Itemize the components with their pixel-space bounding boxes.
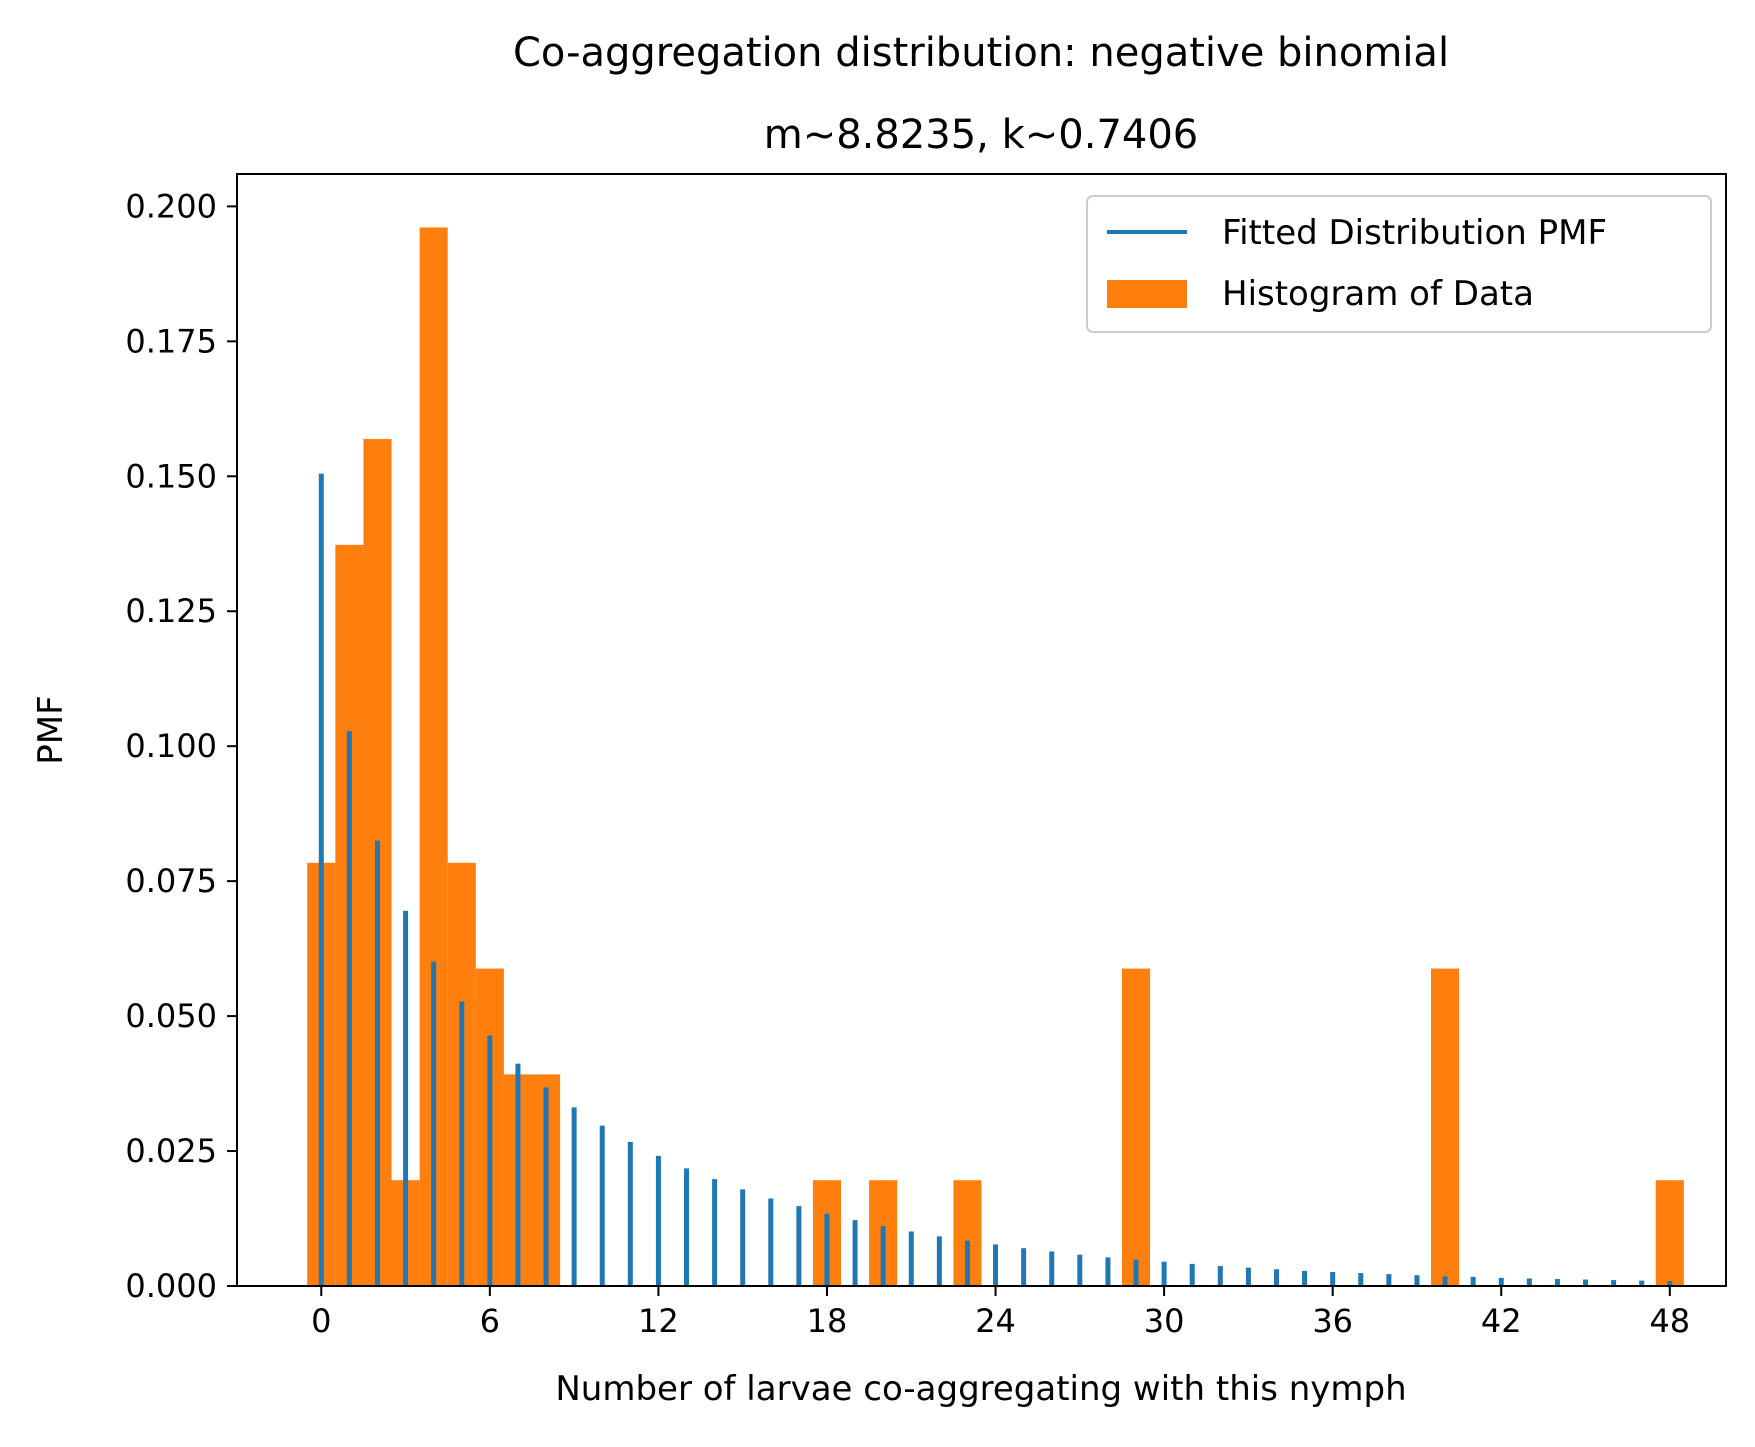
plot-frame xyxy=(236,173,1727,1287)
x-axis-ticks: 0 6 12 18 24 30 36 42 48 xyxy=(311,1286,1690,1340)
histogram-bar xyxy=(1431,968,1460,1286)
y-axis-ticks: 0.000 0.025 0.050 0.075 0.100 0.125 0.150 0.175… xyxy=(125,187,237,1305)
legend: Fitted Distribution PMF Histogram of Dat… xyxy=(1086,195,1712,333)
legend-histogram-swatch xyxy=(1107,280,1187,308)
histogram-bar xyxy=(1655,1180,1684,1286)
y-tick-label: 0.100 xyxy=(125,727,217,765)
y-tick-label: 0.025 xyxy=(125,1132,217,1170)
x-tick-label: 24 xyxy=(975,1302,1016,1340)
legend-pmf-label: Fitted Distribution PMF xyxy=(1222,213,1607,253)
x-tick-label: 0 xyxy=(311,1302,331,1340)
y-tick-label: 0.175 xyxy=(125,322,217,360)
x-axis-label: Number of larvae co-aggregating with thi… xyxy=(555,1369,1406,1409)
y-axis-label: PMF xyxy=(31,695,71,764)
x-tick-label: 12 xyxy=(638,1302,679,1340)
y-tick-label: 0.050 xyxy=(125,997,217,1035)
legend-box xyxy=(1086,195,1712,333)
y-tick-label: 0.075 xyxy=(125,862,217,900)
x-tick-label: 30 xyxy=(1144,1302,1185,1340)
y-tick-label: 0.150 xyxy=(125,457,217,495)
pmf-stems xyxy=(318,473,1673,1286)
x-tick-label: 42 xyxy=(1481,1302,1522,1340)
x-tick-label: 36 xyxy=(1312,1302,1353,1340)
x-tick-label: 18 xyxy=(807,1302,848,1340)
y-tick-label: 0.125 xyxy=(125,592,217,630)
chart-subtitle: m~8.8235, k~0.7406 xyxy=(764,112,1199,158)
chart-title: Co-aggregation distribution: negative bi… xyxy=(513,30,1449,76)
y-tick-label: 0.200 xyxy=(125,187,217,225)
legend-histogram-label: Histogram of Data xyxy=(1222,274,1534,314)
x-tick-label: 48 xyxy=(1649,1302,1690,1340)
histogram-bars xyxy=(307,227,1684,1286)
y-tick-label: 0.000 xyxy=(125,1267,217,1305)
x-tick-label: 6 xyxy=(480,1302,500,1340)
histogram-bar xyxy=(1121,968,1151,1286)
